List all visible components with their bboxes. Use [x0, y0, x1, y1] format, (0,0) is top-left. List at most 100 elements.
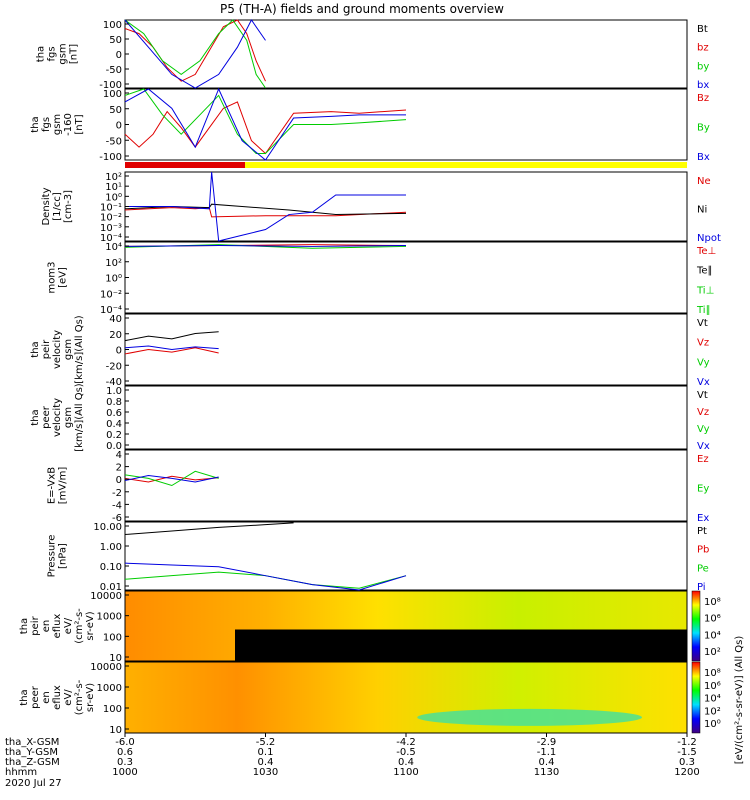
- x-tick-label: -6.0: [115, 737, 135, 748]
- y-tick-label: 1.00: [100, 542, 122, 553]
- y-axis-label: [mV/m]: [58, 467, 69, 505]
- y-tick-label: 0.0: [106, 441, 122, 452]
- legend-entry: Vz: [697, 407, 709, 418]
- y-axis-label: gsm: [58, 43, 69, 64]
- colorbar-tick-label: 10⁴: [704, 630, 721, 641]
- legend-entry: Bt: [697, 24, 708, 35]
- x-axis-row-label: hhmm: [5, 767, 37, 778]
- x-tick-label: -2.9: [537, 737, 557, 748]
- y-tick-label: -20: [106, 361, 122, 372]
- y-tick-label: 10.00: [93, 522, 122, 533]
- legend-entry: Vx: [697, 441, 710, 452]
- series-ti⊥: [124, 245, 407, 247]
- panel-fgs: 100 50 0 -50 -100 tha fgs gsm [nT] Bt bz by bx: [36, 19, 709, 91]
- y-axis-label: peir: [41, 339, 52, 359]
- y-tick-label: 10: [109, 653, 122, 664]
- series-pt: [124, 522, 294, 536]
- legend-entry: Ni: [697, 205, 707, 216]
- y-axis-label: tha: [30, 409, 41, 425]
- y-tick-label: 10⁻⁴: [100, 305, 122, 316]
- y-tick-label: -100: [99, 152, 122, 163]
- x-tick-label: -1.1: [537, 747, 557, 758]
- legend-entry: bx: [697, 80, 709, 91]
- y-axis-label: mom3: [47, 262, 58, 294]
- y-tick-label: -2: [112, 488, 122, 499]
- y-axis-label: tha: [30, 341, 41, 357]
- x-axis-row-label: tha_Z-GSM: [5, 757, 60, 768]
- y-tick-label: 0: [116, 475, 122, 486]
- y-axis-label: (cm²-s-: [74, 679, 85, 715]
- series-bz: [124, 19, 266, 82]
- legend-entry: Npot: [697, 233, 721, 244]
- heatmap-dropout: [235, 629, 687, 661]
- colorbar-tick-label: 10⁸: [704, 668, 721, 679]
- heatmap-cool-band: [417, 708, 643, 726]
- x-tick-label: 0.1: [258, 747, 274, 758]
- x-tick-label: 1000: [112, 767, 137, 778]
- legend-entry: Vt: [697, 390, 708, 401]
- colorbar: [691, 661, 701, 734]
- y-axis-label: [cm-3]: [63, 190, 74, 223]
- y-tick-label: 10¹: [105, 182, 122, 193]
- series-bx: [124, 19, 266, 89]
- legend-entry: Te⊥: [696, 246, 716, 257]
- series-vt: [124, 331, 219, 342]
- panel-frame: [124, 241, 688, 314]
- y-axis-label: sr-eV): [85, 611, 96, 640]
- figure-title: P5 (TH-A) fields and ground moments over…: [220, 2, 504, 16]
- y-tick-label: 0.10: [100, 562, 122, 573]
- panel-frame: [124, 590, 688, 662]
- mode-bar: [125, 162, 687, 168]
- x-tick-label: 0.4: [398, 757, 414, 768]
- legend-entry: Ti∥: [696, 305, 711, 316]
- y-axis-label: [nT]: [74, 114, 85, 134]
- x-tick-label: 1200: [674, 767, 699, 778]
- y-tick-label: 10⁻³: [100, 223, 122, 234]
- y-axis-label: gsm: [63, 339, 74, 360]
- y-tick-label: 10²: [105, 258, 122, 269]
- y-axis-label: [1/cc]: [52, 192, 63, 221]
- y-tick-label: 50: [109, 105, 122, 116]
- y-tick-label: 100: [103, 89, 122, 100]
- y-tick-label: 0.6: [106, 408, 122, 419]
- legend-entry: Bz: [697, 93, 709, 104]
- legend-entry: Vy: [697, 424, 710, 435]
- y-tick-label: 1000: [97, 683, 122, 694]
- colorbar-tick-label: 10⁶: [704, 681, 721, 692]
- panel-frame: [124, 19, 688, 89]
- y-axis-label: [km/s](All Qs): [74, 383, 85, 451]
- y-tick-label: 10⁻⁴: [100, 233, 122, 244]
- legend-entry: Pb: [697, 545, 709, 556]
- series-pe: [124, 571, 407, 589]
- y-tick-label: 10⁻¹: [100, 203, 122, 214]
- y-axis-label: [eV]: [58, 267, 69, 288]
- y-tick-label: 4: [116, 450, 122, 461]
- y-tick-label: 0.4: [106, 419, 122, 430]
- x-tick-label: 1030: [253, 767, 278, 778]
- series-ex: [124, 475, 219, 483]
- x-tick-label: -4.2: [396, 737, 416, 748]
- colorbar-tick-label: 10⁸: [704, 597, 721, 608]
- y-tick-label: 10⁻²: [100, 289, 122, 300]
- legend-entry: by: [697, 61, 709, 72]
- legend-entry: Ey: [697, 484, 709, 495]
- y-tick-label: 10⁰: [105, 192, 122, 203]
- y-tick-label: 2: [116, 463, 122, 474]
- series-bx: [124, 87, 406, 161]
- x-tick-label: 0.3: [117, 757, 133, 768]
- panel-peer_velocity: 1.00.80.60.40.20.0 tha peer velocity gsm [km/…: [30, 383, 710, 452]
- series-by: [124, 19, 266, 89]
- y-tick-label: 10⁰: [105, 274, 122, 285]
- legend-entry: Ex: [697, 513, 709, 524]
- y-axis-label: tha: [19, 618, 30, 634]
- x-tick-label: -0.5: [396, 747, 416, 758]
- panel-exb: 4 20 -2-4 -6 E=-VxB [mV/m] Ez Ey Ex: [47, 449, 709, 524]
- y-axis-label: sr-eV): [85, 683, 96, 712]
- y-tick-label: 1.0: [106, 386, 122, 397]
- x-tick-label: -5.2: [256, 737, 276, 748]
- series-ez: [124, 475, 219, 483]
